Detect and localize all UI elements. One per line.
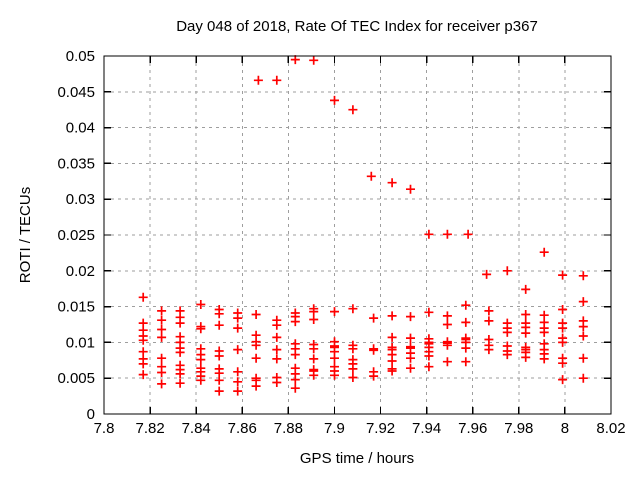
y-tick-label: 0.025 xyxy=(57,227,95,244)
y-tick-label: 0.03 xyxy=(66,191,95,208)
y-tick-label: 0.04 xyxy=(66,120,95,137)
x-tick-label: 8 xyxy=(561,420,569,437)
x-tick-label: 7.92 xyxy=(366,420,395,437)
y-tick-label: 0.035 xyxy=(57,155,95,172)
data-points-layer xyxy=(138,55,588,396)
y-tick-label: 0.01 xyxy=(66,334,95,351)
x-tick-label: 7.8 xyxy=(94,420,115,437)
x-tick-label: 8.02 xyxy=(596,420,625,437)
x-axis-label: GPS time / hours xyxy=(300,450,414,467)
x-tick-label: 7.98 xyxy=(504,420,533,437)
y-tick-label: 0.045 xyxy=(57,84,95,101)
axis-layer xyxy=(103,55,612,415)
x-tick-label: 7.94 xyxy=(412,420,441,437)
x-tick-label: 7.84 xyxy=(182,420,211,437)
data-point-markers xyxy=(138,55,588,396)
x-tick-label: 7.96 xyxy=(458,420,487,437)
y-tick-label: 0.015 xyxy=(57,299,95,316)
grid-layer xyxy=(104,56,611,414)
x-tick-label: 7.82 xyxy=(135,420,164,437)
x-tick-label: 7.88 xyxy=(274,420,303,437)
y-axis-label: ROTI / TECUs xyxy=(17,187,34,283)
x-tick-label: 7.9 xyxy=(324,420,345,437)
y-tick-label: 0 xyxy=(87,406,95,423)
tick-label-layer: 7.8 7.82 7.84 7.86 7.88 7.9 7.92 7.94 7.96 7.98 8 8… xyxy=(57,48,625,437)
y-tick-label: 0.02 xyxy=(66,263,95,280)
x-tick-label: 7.86 xyxy=(228,420,257,437)
y-tick-label: 0.005 xyxy=(57,370,95,387)
chart-title: Day 048 of 2018, Rate Of TEC Index for r… xyxy=(176,18,538,35)
y-tick-label: 0.05 xyxy=(66,48,95,65)
